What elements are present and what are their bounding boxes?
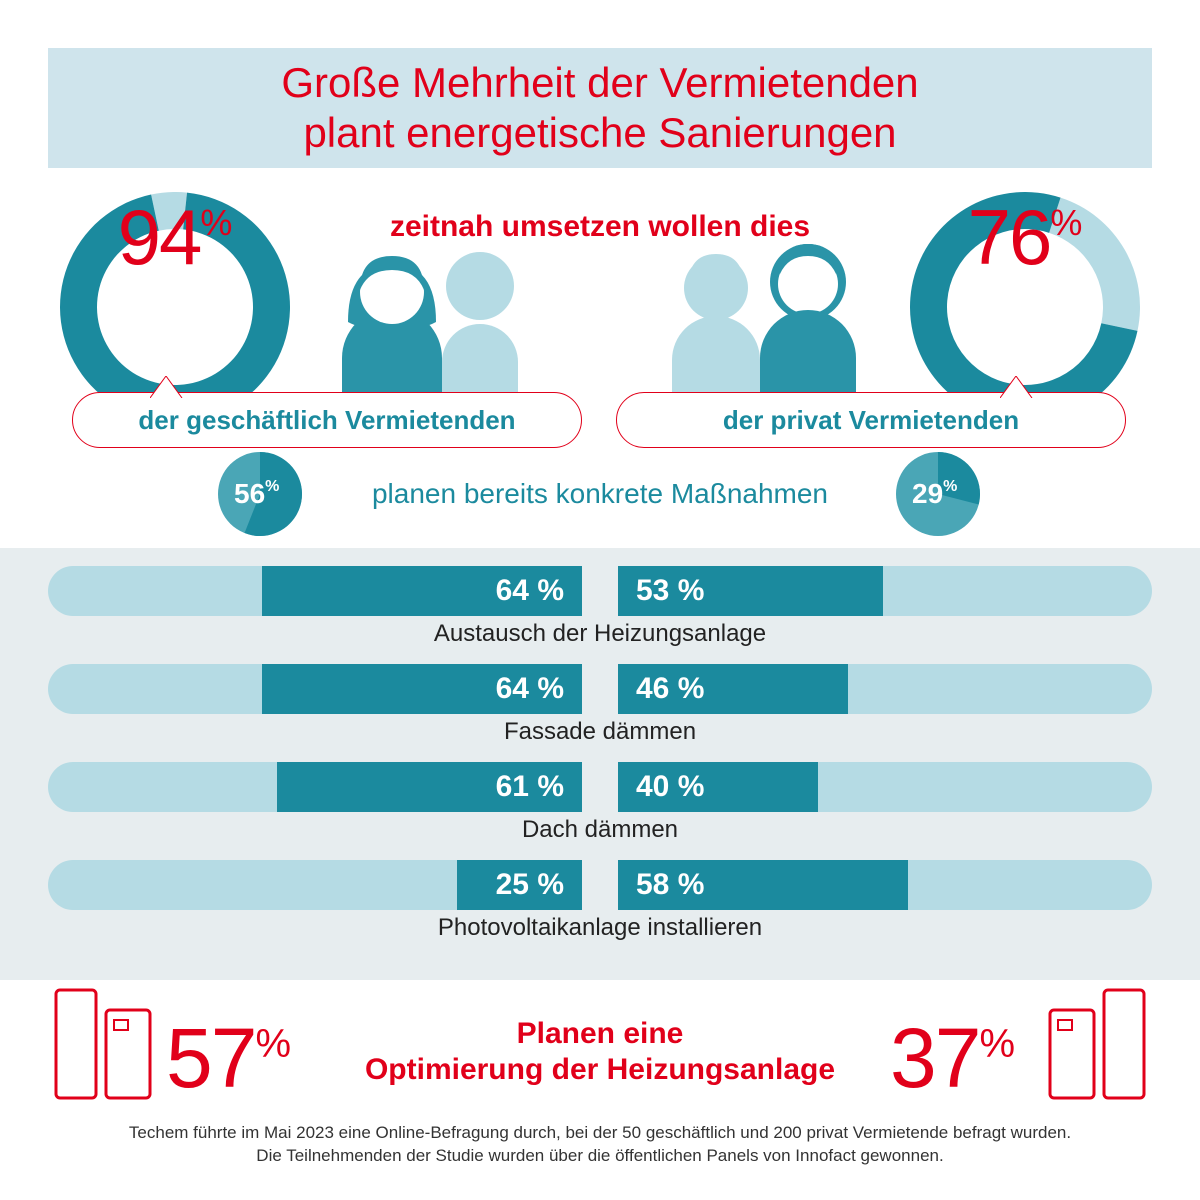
infographic-root: { "colors": { "red": "#e1001a", "teal_da… xyxy=(0,0,1200,1200)
bar-value-right: 40 % xyxy=(618,770,722,804)
middle-text: planen bereits konkrete Maßnahmen xyxy=(320,478,880,510)
bar-label: Dach dämmen xyxy=(48,816,1152,844)
bar-fill-right: 58 % xyxy=(618,860,908,910)
footer: Techem führte im Mai 2023 eine Online-Be… xyxy=(0,1122,1200,1168)
bottom-title-line-1: Planen eine xyxy=(517,1017,684,1050)
bar-fill-left: 61 % xyxy=(277,762,582,812)
bar-fill-left: 64 % xyxy=(262,664,582,714)
bar-fill-left: 64 % xyxy=(262,566,582,616)
title-line-1: Große Mehrheit der Vermietenden xyxy=(281,59,918,106)
header-band: Große Mehrheit der Vermietenden plant en… xyxy=(48,48,1152,168)
page-title: Große Mehrheit der Vermietenden plant en… xyxy=(281,58,918,159)
bar-value-left: 64 % xyxy=(478,574,582,608)
bottom-pct-right: 37% xyxy=(890,1010,1015,1107)
bar-label: Fassade dämmen xyxy=(48,718,1152,746)
small-pie-private-value: 29% xyxy=(912,478,957,510)
footer-line-2: Die Teilnehmenden der Studie wurden über… xyxy=(256,1146,943,1165)
bar-value-left: 61 % xyxy=(478,770,582,804)
donut-private-value: 76% xyxy=(910,192,1140,283)
bottom-title-line-2: Optimierung der Heizungsanlage xyxy=(365,1053,835,1086)
business-people-icon xyxy=(312,230,552,400)
bar-value-left: 64 % xyxy=(478,672,582,706)
bar-label: Photovoltaikanlage installieren xyxy=(48,914,1152,942)
bubble-private-label: der privat Vermietenden xyxy=(617,405,1125,436)
bubble-tail-right xyxy=(1000,376,1040,398)
bar-fill-right: 53 % xyxy=(618,566,883,616)
bubble-commercial-label: der geschäftlich Vermietenden xyxy=(73,405,581,436)
bar-value-right: 58 % xyxy=(618,868,722,902)
bar-value-left: 25 % xyxy=(478,868,582,902)
title-line-2: plant energetische Sanierungen xyxy=(303,109,896,156)
small-pie-commercial-value: 56% xyxy=(234,478,279,510)
footer-line-1: Techem führte im Mai 2023 eine Online-Be… xyxy=(129,1123,1071,1142)
bar-fill-left: 25 % xyxy=(457,860,582,910)
bubble-private: der privat Vermietenden xyxy=(616,392,1126,448)
bubble-commercial: der geschäftlich Vermietenden xyxy=(72,392,582,448)
donut-commercial-value: 94% xyxy=(60,192,290,283)
bar-value-right: 46 % xyxy=(618,672,722,706)
bar-fill-right: 40 % xyxy=(618,762,818,812)
bar-value-right: 53 % xyxy=(618,574,722,608)
private-people-icon xyxy=(648,230,888,400)
bubble-tail-left xyxy=(150,376,190,398)
bar-fill-right: 46 % xyxy=(618,664,848,714)
bar-label: Austausch der Heizungsanlage xyxy=(48,620,1152,648)
bottom-title: Planen eine Optimierung der Heizungsanla… xyxy=(0,1016,1200,1088)
